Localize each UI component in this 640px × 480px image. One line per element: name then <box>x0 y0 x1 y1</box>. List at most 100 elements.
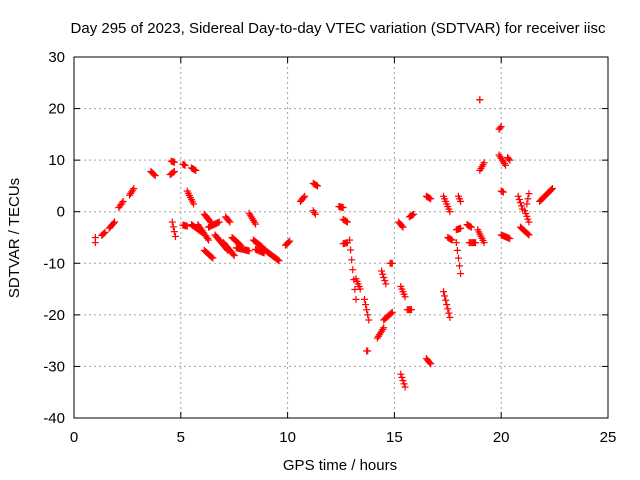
data-point <box>230 252 238 260</box>
data-point <box>170 228 178 236</box>
data-point <box>547 186 555 194</box>
data-point <box>457 270 465 278</box>
data-point <box>466 223 474 231</box>
ticks: 0 5 10 15 20 25 -40 -30 -20 -10 0 10 20 30 <box>43 49 616 446</box>
data-point <box>467 223 475 231</box>
data-point <box>379 325 387 333</box>
data-point <box>381 277 389 285</box>
x-tick-label: 0 <box>70 429 78 446</box>
data-point <box>364 347 372 355</box>
data-point <box>300 194 308 202</box>
data-point <box>118 199 126 207</box>
data-point <box>364 311 372 319</box>
data-point <box>168 218 176 226</box>
y-tick-label: -10 <box>43 255 65 272</box>
y-tick-label: 30 <box>48 49 65 66</box>
x-tick-label: 25 <box>600 429 617 446</box>
data-point <box>499 188 507 196</box>
data-point <box>443 301 451 309</box>
data-point <box>457 224 465 232</box>
data-point <box>190 200 198 208</box>
data-point <box>274 256 282 264</box>
data-point <box>388 308 396 316</box>
data-point <box>446 208 454 216</box>
data-point <box>506 235 514 243</box>
data-point <box>496 124 504 132</box>
data-point <box>339 204 347 212</box>
data-point <box>505 155 513 163</box>
data-point <box>426 359 434 367</box>
x-tick-label: 10 <box>279 429 296 446</box>
y-axis-label: SDTVAR / TECUs <box>6 178 23 298</box>
data-point <box>208 253 216 261</box>
data-point <box>150 171 158 179</box>
data-point <box>225 217 233 225</box>
data-point <box>129 186 137 194</box>
data-point <box>480 239 488 247</box>
grid <box>74 57 608 418</box>
data-points <box>91 96 556 391</box>
data-point <box>119 197 127 205</box>
data-point <box>457 197 465 205</box>
data-point <box>524 195 532 203</box>
data-point <box>100 229 108 237</box>
data-point <box>343 218 351 226</box>
data-point <box>388 259 396 267</box>
data-point <box>111 218 119 226</box>
data-point <box>452 239 460 247</box>
data-point <box>360 295 368 303</box>
y-tick-label: -30 <box>43 358 65 375</box>
data-point <box>387 309 395 317</box>
data-point <box>426 194 434 202</box>
data-point <box>515 195 523 203</box>
data-point <box>226 218 234 226</box>
data-point <box>427 195 435 203</box>
y-tick-label: 20 <box>48 101 65 118</box>
data-point <box>525 218 533 226</box>
data-point <box>401 293 409 301</box>
y-tick-label: -40 <box>43 410 65 427</box>
data-point <box>444 305 452 313</box>
data-point <box>110 219 118 227</box>
data-point <box>348 256 356 264</box>
data-point <box>380 273 388 281</box>
data-point <box>446 313 454 321</box>
data-point <box>399 223 407 231</box>
data-point <box>356 285 364 293</box>
data-point <box>382 280 390 288</box>
data-point <box>400 380 408 388</box>
data-point <box>517 202 525 210</box>
data-point <box>206 217 214 225</box>
data-point <box>312 181 320 189</box>
x-tick-label: 15 <box>386 429 403 446</box>
data-point <box>347 246 355 254</box>
data-point <box>363 306 371 314</box>
data-point <box>447 235 455 243</box>
data-point <box>379 270 387 278</box>
data-point <box>169 168 177 176</box>
data-point <box>409 211 417 219</box>
data-point <box>401 383 409 391</box>
data-point <box>349 266 357 274</box>
data-point <box>346 236 354 244</box>
data-point <box>524 230 532 238</box>
data-point <box>516 199 524 207</box>
data-point <box>378 267 386 275</box>
data-point <box>275 257 283 265</box>
y-tick-label: -20 <box>43 307 65 324</box>
data-point <box>480 159 488 167</box>
data-point <box>169 223 177 231</box>
data-point <box>314 182 322 190</box>
data-point <box>453 246 461 254</box>
data-point <box>472 239 480 247</box>
data-point <box>311 210 319 218</box>
data-point <box>442 296 450 304</box>
data-point <box>170 158 178 166</box>
data-point <box>352 295 360 303</box>
data-point <box>398 222 406 230</box>
data-point <box>440 288 448 296</box>
data-point <box>362 301 370 309</box>
data-point <box>252 220 260 228</box>
